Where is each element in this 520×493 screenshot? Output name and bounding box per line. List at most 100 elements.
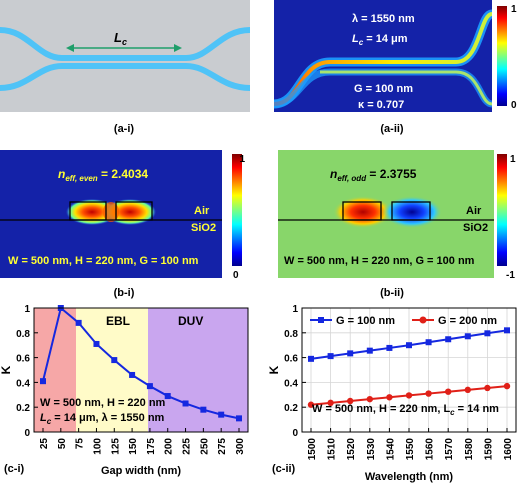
neff-odd-text: neff, odd = 2.3755 <box>330 167 417 183</box>
x-axis-title: Wavelength (nm) <box>365 471 454 483</box>
colorbar-min: 0 <box>233 270 239 281</box>
panel-a-i: Lc (a-i) <box>0 0 251 135</box>
x-tick-label: 1590 <box>483 438 494 461</box>
x-axis-title: Gap width (nm) <box>101 465 181 477</box>
air-label: Air <box>466 205 482 217</box>
band-ebl <box>76 308 148 432</box>
air-label: Air <box>194 205 210 217</box>
data-point <box>464 386 471 394</box>
data-point <box>503 382 511 390</box>
legend-label: G = 100 nm <box>336 315 395 327</box>
sio2-label: SiO2 <box>463 222 488 234</box>
x-tick-label: 1500 <box>307 438 318 461</box>
legend-label: G = 200 nm <box>438 315 497 327</box>
panel-label-c-i: (c-i) <box>4 463 25 475</box>
y-tick-label: 0 <box>292 428 298 439</box>
annotation-text: W = 500 nm, H = 220 nm, Lc = 14 nm <box>312 403 499 417</box>
y-tick-label: 0.4 <box>284 378 298 389</box>
data-point <box>347 350 354 357</box>
panel-label-c-ii: (c-ii) <box>272 463 296 475</box>
lower-field <box>320 70 493 106</box>
x-tick-label: 1600 <box>503 438 514 461</box>
plot-frame <box>301 307 517 433</box>
x-tick-label: 1550 <box>405 438 416 461</box>
data-point <box>464 333 471 340</box>
upper-waveguide <box>0 27 251 61</box>
x-tick-label: 50 <box>57 438 68 450</box>
x-tick-label: 175 <box>146 438 157 455</box>
data-point <box>146 383 153 390</box>
data-point <box>484 384 491 392</box>
x-tick-label: 250 <box>199 438 210 455</box>
coupling-length-text: Lc = 14 μm <box>352 33 408 47</box>
y-tick-label: 0.8 <box>284 329 298 340</box>
y-tick-label: 0 <box>24 428 30 439</box>
x-tick-label: 1570 <box>444 438 455 461</box>
panel-label-a-ii: (a-ii) <box>380 123 404 135</box>
x-tick-label: 1580 <box>464 438 475 461</box>
legend-marker <box>318 317 324 323</box>
panel-label-b-i: (b-i) <box>114 287 135 299</box>
data-point <box>327 399 334 407</box>
x-tick-label: 1530 <box>366 438 377 461</box>
gap-text: G = 100 nm <box>354 83 413 95</box>
gap-field <box>103 202 119 222</box>
colorbar-b-ii <box>497 154 507 266</box>
data-point <box>111 357 118 364</box>
x-tick-label: 1540 <box>385 438 396 461</box>
data-point <box>327 353 334 360</box>
panel-b-ii: neff, odd = 2.3755 Air SiO2 W = 500 nm, … <box>278 150 516 299</box>
data-point <box>93 340 100 347</box>
data-point <box>366 347 373 354</box>
colorbar-min: 0 <box>511 100 517 111</box>
colorbar-max: 1 <box>510 154 516 165</box>
arrow-head-right <box>174 44 182 52</box>
arrow-head-left <box>66 44 74 52</box>
kappa-text: κ = 0.707 <box>358 99 404 111</box>
y-tick-label: 1 <box>24 304 30 315</box>
dimensions-text: W = 500 nm, H = 220 nm, G = 100 nm <box>8 255 199 267</box>
colorbar-max: 1 <box>511 4 517 15</box>
data-point <box>308 355 314 362</box>
data-point <box>75 319 82 326</box>
mode-lobe-negative <box>382 196 442 228</box>
data-point <box>307 401 315 408</box>
panel-a-ii: λ = 1550 nm Lc = 14 μm G = 100 nm κ = 0.… <box>273 0 517 135</box>
panel-label-b-ii: (b-ii) <box>380 287 404 299</box>
x-tick-label: 1520 <box>346 438 357 461</box>
data-point <box>425 339 432 346</box>
y-tick-label: 0.6 <box>16 354 30 365</box>
y-tick-label: 0.2 <box>284 403 298 414</box>
x-tick-label: 125 <box>110 438 121 455</box>
data-point <box>504 327 510 334</box>
colorbar-max: 1 <box>239 154 245 165</box>
data-point <box>200 406 207 413</box>
x-tick-label: 100 <box>92 438 103 455</box>
data-point <box>425 390 432 397</box>
data-point <box>405 392 413 399</box>
neff-even-text: neff, even = 2.4034 <box>58 167 148 183</box>
annotation-line-2: Lc = 14 μm, λ = 1550 nm <box>40 412 165 426</box>
lower-waveguide <box>0 63 251 91</box>
colorbar-min: -1 <box>506 270 515 281</box>
data-point <box>386 394 393 401</box>
x-tick-label: 150 <box>128 438 139 455</box>
data-point <box>366 395 373 403</box>
data-point <box>347 397 354 405</box>
dimensions-text: W = 500 nm, H = 220 nm, G = 100 nm <box>284 255 475 267</box>
y-axis-title: K <box>267 365 281 374</box>
y-axis-title: K <box>0 365 13 374</box>
y-tick-label: 0.8 <box>16 329 30 340</box>
y-tick-label: 1 <box>292 304 298 315</box>
colorbar-b-i <box>232 154 242 266</box>
field-background <box>274 0 492 112</box>
band-duv <box>148 308 248 432</box>
data-point <box>218 411 225 418</box>
annotation-line-1: W = 500 nm, H = 220 nm <box>40 397 166 409</box>
data-point <box>129 371 136 378</box>
wavelength-text: λ = 1550 nm <box>352 13 415 25</box>
data-point <box>164 393 171 400</box>
plot-frame <box>33 307 249 433</box>
